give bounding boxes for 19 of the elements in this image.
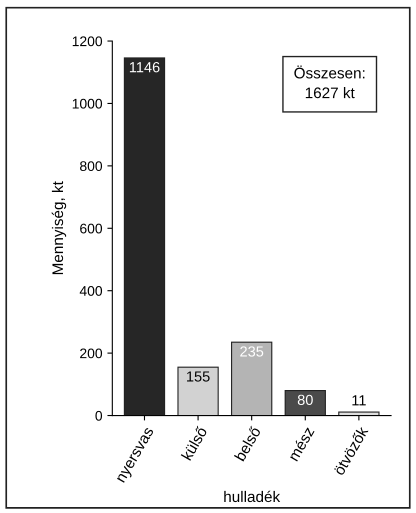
y-tick-label: 400 [80, 286, 102, 296]
y-tick-label: 1200 [72, 36, 102, 46]
bar [177, 366, 219, 416]
y-tick-label: 800 [80, 161, 102, 172]
data-label: 155 [187, 371, 210, 382]
y-tick-label: 600 [80, 224, 102, 234]
data-label: 80 [298, 394, 313, 406]
data-label: 235 [240, 346, 264, 357]
y-tick-label: 200 [80, 348, 102, 358]
bar [284, 390, 326, 416]
data-label: 11 [352, 395, 366, 406]
bar [231, 342, 272, 416]
bar [124, 57, 166, 416]
y-axis-title: Mennyiség, kt [52, 181, 66, 274]
annotation: Összesen: 1627 kt [294, 66, 364, 98]
data-label: 1146 [130, 62, 160, 72]
x-axis-title: hulladék [224, 490, 280, 502]
y-tick-label: 1000 [72, 98, 102, 109]
y-tick-label: 0 [95, 410, 102, 421]
